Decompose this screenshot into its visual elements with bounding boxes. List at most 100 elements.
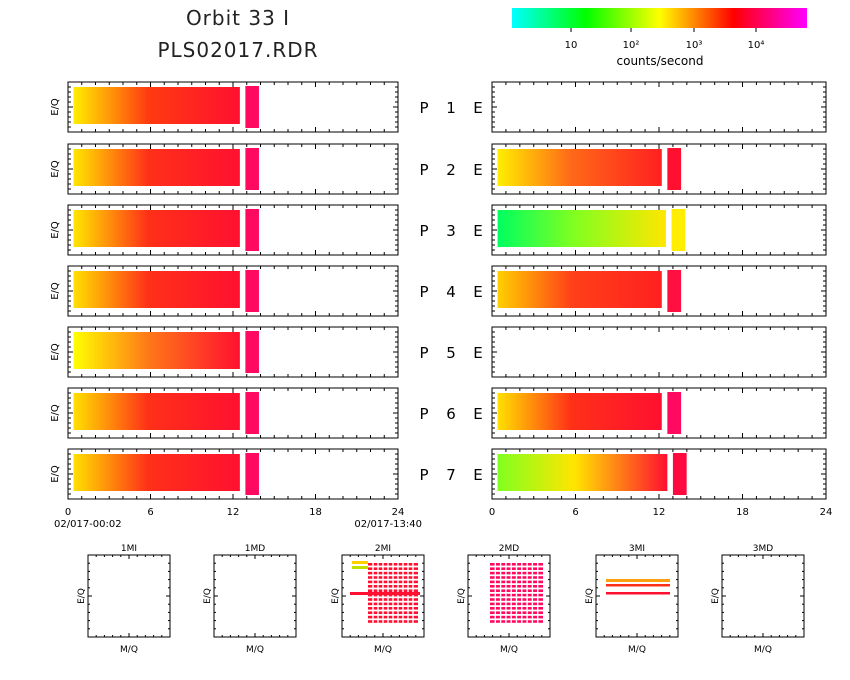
panel-label: P [419,405,428,423]
y-axis-label: E/Q [50,282,61,300]
small-panel-ticks [214,555,296,637]
colorbar-tick-label: 10³ [686,40,703,51]
spectrogram-cap [667,270,682,312]
small-panel [341,554,425,638]
panel-ticks [67,388,399,438]
panel-number: 6 [446,405,456,423]
panel-end-label: E [473,405,482,423]
x-tick-label: 24 [392,507,405,518]
small-panel-ticks [468,555,550,637]
x-tick-label: 0 [65,507,71,518]
spectrogram-cap [245,86,259,128]
x-tick-label: 24 [820,507,833,518]
small-panel-ticks [596,555,678,637]
small-panel-frame [87,554,171,638]
spectrogram-band [73,87,240,124]
spectrogram-band [73,393,240,430]
small-y-label: E/Q [203,588,213,604]
panel-end-label: E [473,344,482,362]
x-tick-label: 6 [147,507,153,518]
small-y-label: E/Q [711,588,721,604]
y-axis-label: E/Q [50,404,61,422]
spectrogram-cap [671,209,686,251]
spectrogram-band [73,454,240,491]
time-end-label: 02/017-13:40 [354,519,422,530]
panel-frame [491,81,827,133]
small-panel-title: 2MD [499,544,519,554]
panel-ticks [67,449,399,499]
spectrogram-cap [667,392,682,434]
panel-number: 4 [446,283,456,301]
panel-ticks [67,327,399,377]
small-panel-row [352,561,368,564]
panel-label: P [419,222,428,240]
small-panel-line [606,584,670,587]
panel-ticks [67,144,399,194]
panel-number: 2 [446,161,456,179]
small-panel [87,554,171,638]
panel-number: 5 [446,344,456,362]
spectrogram-band [73,271,240,308]
colorbar-tick-label: 10 [565,40,578,51]
spectrogram-cap [245,270,259,312]
small-y-label: E/Q [77,588,87,604]
small-panel [467,554,551,638]
x-tick-label: 18 [736,507,749,518]
colorbar-tick-label: 10² [623,40,640,51]
spectrogram-cap [245,209,259,251]
small-panel-ticks [342,555,424,637]
chart-subtitle: PLS02017.RDR [157,38,319,62]
y-axis-label: E/Q [50,160,61,178]
x-tick-label: 6 [572,507,578,518]
spectrogram-cap [245,148,259,190]
spectrogram-band [497,210,666,247]
small-x-label: M/Q [754,645,772,655]
panel-ticks [491,449,827,499]
small-panel-line [606,579,670,582]
small-panel-row [352,566,368,569]
panel-ticks [491,82,827,132]
panel-ticks [67,205,399,255]
small-panel-ticks [88,555,170,637]
panel-number: 7 [446,466,456,484]
panel-end-label: E [473,466,482,484]
y-axis-label: E/Q [50,343,61,361]
small-panel [213,554,297,638]
small-panel-title: 3MD [753,544,773,554]
spectrogram-cap [245,331,259,373]
panel-end-label: E [473,161,482,179]
panel-ticks [67,266,399,316]
small-panel-frame [595,554,679,638]
colorbar-tick-label: 10⁴ [748,40,765,51]
spectrogram-band [73,149,240,186]
spectrogram-cap [672,453,687,495]
panel-ticks [491,205,827,255]
spectrogram-cap [245,392,259,434]
x-tick-label: 12 [227,507,240,518]
small-panel-title: 1MD [245,544,265,554]
small-panel-line [606,592,670,595]
small-x-label: M/Q [500,645,518,655]
panel-end-label: E [473,222,482,240]
panel-label: P [419,344,428,362]
panel-ticks [491,388,827,438]
small-panel-title: 2MI [375,544,391,554]
small-x-label: M/Q [246,645,264,655]
panel-number: 1 [446,99,456,117]
small-panel [721,554,805,638]
small-y-label: E/Q [331,588,341,604]
panel-label: P [419,99,428,117]
spectrogram-band [73,332,240,369]
panel-end-label: E [473,283,482,301]
spectrogram-band [497,393,662,430]
x-tick-label: 12 [653,507,666,518]
panel-frame [491,326,827,378]
panel-number: 3 [446,222,456,240]
spectrogram-band [497,454,668,491]
x-tick-label: 0 [489,507,495,518]
colorbar-label: counts/second [616,54,704,68]
y-axis-label: E/Q [50,221,61,239]
spectrogram-band [497,271,662,308]
small-panel-ticks [722,555,804,637]
